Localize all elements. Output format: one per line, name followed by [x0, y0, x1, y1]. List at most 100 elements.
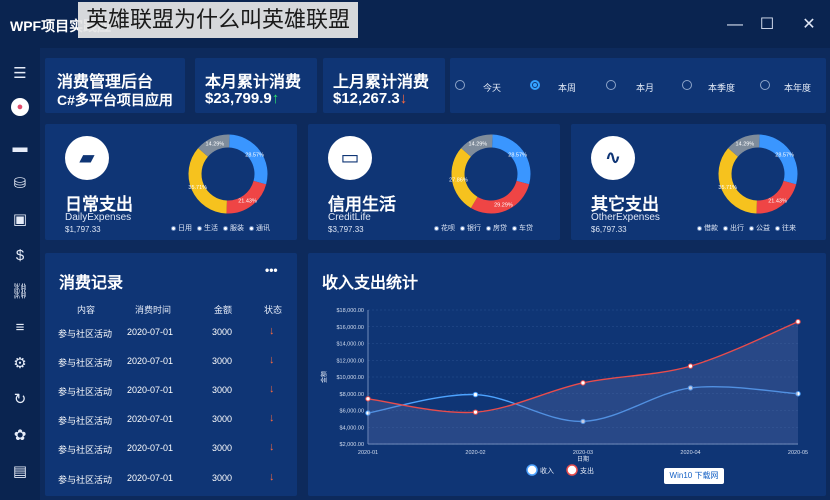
maximize-button[interactable]: ☐: [759, 16, 775, 33]
radio-today[interactable]: [455, 80, 465, 90]
card-icon[interactable]: ▬: [12, 139, 28, 156]
x-axis-label: 日期: [577, 455, 589, 463]
month-total-value: $23,799.9↑: [205, 90, 280, 107]
legend-item: 生活: [204, 225, 218, 232]
column-header: 状态: [264, 305, 283, 315]
category-subtitle: OtherExpenses: [591, 212, 660, 223]
sidebar: ☰ ● ▬ ⛁ ▣ $ ⛓ ≡ ⚙ ↻ ✿ ▤: [0, 48, 40, 500]
record-content: 参与社区活动: [58, 475, 113, 485]
title-bar: WPF项目实践应 英雄联盟为什么叫英雄联盟 — ☐ ✕: [0, 0, 830, 48]
y-tick-label: $4,000.00: [340, 425, 364, 431]
data-point: [472, 391, 479, 398]
donut-chart-other: 28.57% 21.43% 35.71% 14.29%: [718, 134, 798, 214]
legend-item: 房贷: [493, 225, 507, 232]
avatar-icon[interactable]: ●: [8, 94, 32, 118]
legend-item: 服装: [230, 225, 244, 232]
radio-month-label[interactable]: 本月: [636, 83, 655, 93]
contact-icon[interactable]: ▤: [12, 463, 28, 480]
legend-item: 通讯: [256, 225, 270, 232]
month-total-card: 本月累计消费 $23,799.9↑: [195, 58, 317, 113]
pulse-icon: ∿: [591, 136, 635, 180]
legend-label: 收入: [540, 466, 554, 475]
donut-slice: [451, 148, 478, 209]
donut-slice: [461, 134, 493, 157]
legend-item: 公益: [756, 225, 770, 232]
record-content: 参与社区活动: [58, 387, 113, 397]
credit-card-icon: ▭: [328, 136, 372, 180]
minimize-button[interactable]: —: [727, 16, 743, 33]
record-content: 参与社区活动: [58, 416, 113, 426]
data-point: [365, 410, 371, 416]
category-amount: $6,797.33: [591, 225, 627, 234]
data-point: [795, 391, 801, 397]
radio-week[interactable]: [530, 80, 540, 90]
donut-slice-label: 14.29%: [206, 142, 225, 148]
radio-today-label[interactable]: 今天: [483, 83, 502, 93]
donut-slice: [718, 148, 758, 214]
donut-slice-label: 21.43%: [238, 199, 257, 205]
category-amount: $1,797.33: [65, 225, 101, 234]
radio-quarter-label[interactable]: 本季度: [708, 83, 736, 93]
x-tick-label: 2020-04: [680, 450, 700, 456]
radio-month[interactable]: [606, 80, 616, 90]
record-time: 2020-07-01: [127, 356, 174, 366]
close-button[interactable]: ✕: [802, 16, 816, 33]
category-title: 日常支出: [65, 195, 133, 214]
legend-item: 日用: [178, 225, 192, 232]
donut-slice-label: 35.71%: [718, 185, 737, 191]
donut-legend-daily: 日用 生活 服装 通讯: [171, 223, 270, 233]
database-icon[interactable]: ⛁: [13, 175, 27, 192]
donut-slice: [728, 134, 760, 157]
dashboard-subtitle: C#多平台项目应用: [57, 92, 173, 108]
radio-week-label[interactable]: 本周: [558, 83, 577, 93]
income-expense-chart: $2,000.00 $4,000.00 $6,000.00 $8,000.00 $10,…: [320, 308, 808, 476]
overlay-title: 英雄联盟为什么叫英雄联盟: [78, 2, 359, 38]
x-tick-label: 2020-03: [573, 450, 593, 456]
category-card-other: ∿ 其它支出 OtherExpenses $6,797.33 28.57% 21.…: [571, 124, 826, 240]
radio-year[interactable]: [760, 80, 770, 90]
record-amount: 3000: [212, 356, 233, 366]
radio-quarter[interactable]: [682, 80, 692, 90]
legend-marker: [526, 464, 538, 476]
column-header: 消费时间: [135, 305, 172, 315]
y-tick-label: $2,000.00: [340, 442, 364, 448]
legend-label: 支出: [580, 466, 594, 475]
watermark: Win10 下载网: [664, 468, 724, 484]
category-subtitle: CreditLife: [328, 212, 371, 223]
column-header: 金额: [214, 305, 233, 315]
link-icon[interactable]: ⛓: [10, 283, 30, 300]
legend-item: 银行: [467, 225, 481, 232]
y-tick-label: $16,000.00: [336, 325, 364, 331]
list-icon[interactable]: ≡: [15, 319, 25, 336]
status-down-icon: ↓: [269, 325, 275, 337]
donut-slice-label: 35.71%: [188, 185, 207, 191]
y-axis-label: 金额: [320, 371, 328, 383]
donut-slice: [470, 180, 530, 214]
refresh-icon[interactable]: ↻: [13, 391, 27, 408]
radio-year-label[interactable]: 本年度: [784, 83, 812, 93]
category-title: 其它支出: [591, 195, 659, 214]
record-amount: 3000: [212, 385, 233, 395]
more-options-icon[interactable]: •••: [265, 263, 278, 277]
record-time: 2020-07-01: [127, 473, 174, 483]
record-time: 2020-07-01: [127, 327, 174, 337]
donut-slice-label: 28.57%: [508, 152, 527, 158]
x-tick-label: 2020-02: [465, 450, 485, 456]
records-card: 消费记录 •••: [45, 253, 297, 496]
y-tick-label: $10,000.00: [336, 375, 364, 381]
trend-down-icon: ↓: [399, 90, 408, 107]
palette-icon[interactable]: ✿: [13, 427, 27, 444]
record-amount: 3000: [212, 473, 233, 483]
status-down-icon: ↓: [269, 471, 275, 483]
menu-icon[interactable]: ☰: [13, 65, 27, 82]
settings-icon[interactable]: ⚙: [13, 355, 27, 372]
legend-item: 往来: [782, 225, 796, 232]
donut-slice: [491, 134, 531, 185]
chart-title: 收入支出统计: [322, 275, 419, 292]
data-point: [365, 396, 371, 402]
donut-chart-credit: 28.57% 29.29% 27.86% 14.29%: [449, 134, 531, 214]
dollar-icon[interactable]: $: [15, 247, 25, 264]
status-down-icon: ↓: [269, 383, 275, 395]
report-icon[interactable]: ▣: [12, 211, 28, 228]
legend-item: 出行: [730, 225, 744, 232]
